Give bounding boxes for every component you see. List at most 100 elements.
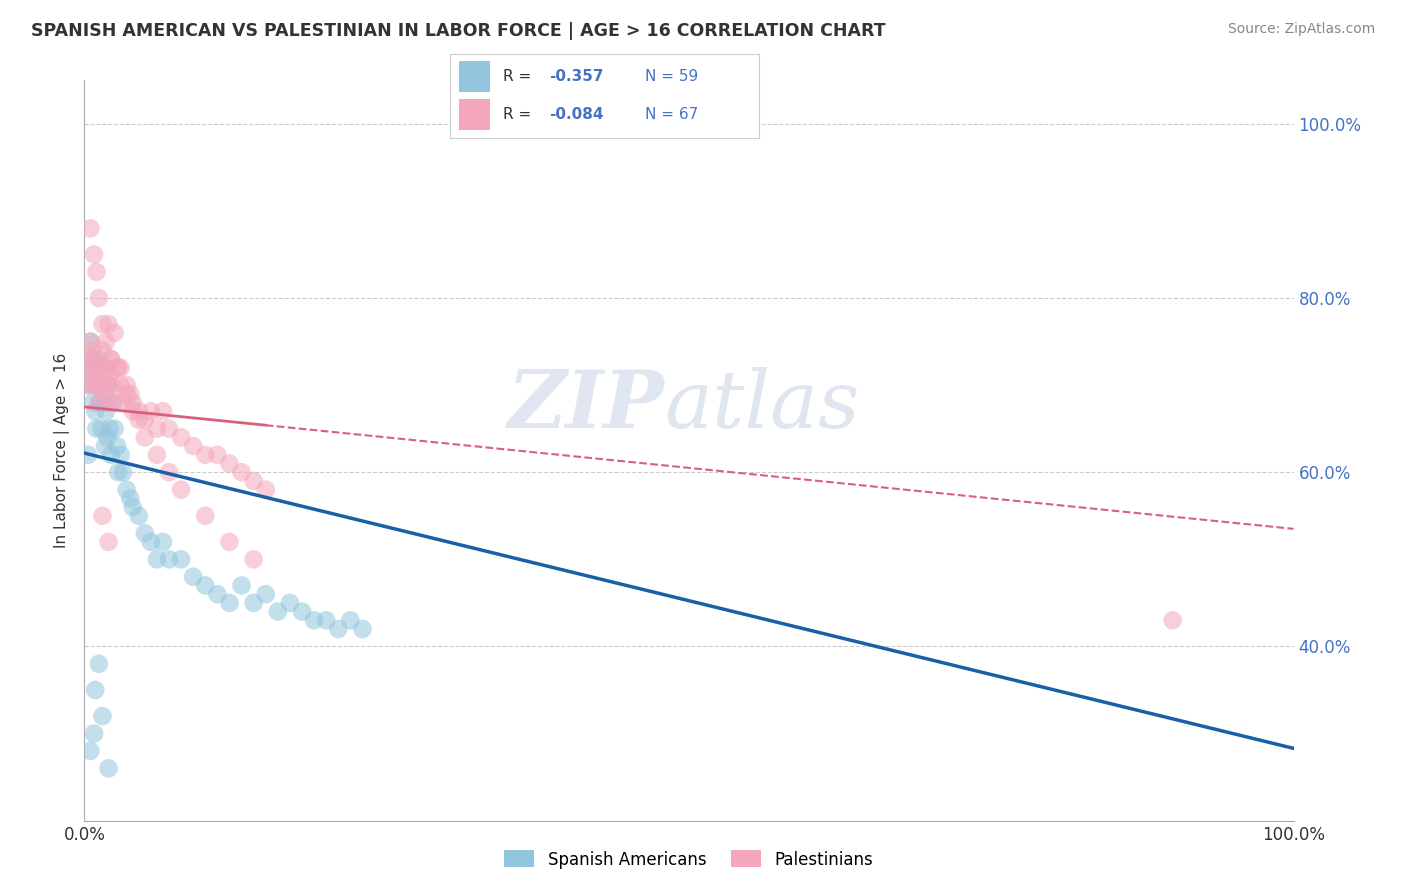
Point [120,491,142,506]
Point [194,448,217,462]
Point [278,596,301,610]
Point [83,378,105,392]
Point [181,439,204,453]
Y-axis label: In Labor Force | Age > 16: In Labor Force | Age > 16 [55,353,70,548]
Point [86,378,108,392]
Point [121,404,143,418]
Point [94,439,117,453]
Point [101,395,124,409]
Point [231,578,253,592]
Point [128,404,150,418]
Point [120,387,142,401]
Point [97,535,120,549]
Point [352,622,374,636]
Point [86,422,108,436]
Point [207,587,229,601]
Point [115,378,138,392]
Point [91,317,114,331]
Point [134,430,156,444]
Point [105,439,128,453]
Point [84,404,107,418]
Point [89,360,111,375]
Point [121,500,143,514]
Legend: Spanish Americans, Palestinians: Spanish Americans, Palestinians [498,844,880,875]
Point [207,448,229,462]
Point [100,448,122,462]
Text: N = 59: N = 59 [645,69,697,84]
Point [89,395,111,409]
Point [157,465,180,479]
Point [339,613,361,627]
Point [98,369,121,384]
Point [82,343,104,358]
Point [97,317,120,331]
Point [302,613,325,627]
Point [93,369,115,384]
Point [90,378,112,392]
Point [115,387,138,401]
Bar [460,62,491,92]
Point [79,744,101,758]
Point [77,378,100,392]
Point [94,387,117,401]
Point [100,351,122,366]
Point [242,474,264,488]
Point [328,622,350,636]
Point [115,483,138,497]
Point [97,395,120,409]
Point [79,334,101,349]
Point [83,247,105,261]
Point [87,657,110,671]
Text: N = 67: N = 67 [645,107,697,122]
Point [84,351,107,366]
Point [157,422,180,436]
Point [80,351,103,366]
Text: Source: ZipAtlas.com: Source: ZipAtlas.com [1227,22,1375,37]
Point [218,596,240,610]
Point [76,360,98,375]
Point [79,334,101,349]
Point [90,422,112,436]
Point [170,430,193,444]
Point [181,570,204,584]
Text: SPANISH AMERICAN VS PALESTINIAN IN LABOR FORCE | AGE > 16 CORRELATION CHART: SPANISH AMERICAN VS PALESTINIAN IN LABOR… [31,22,886,40]
Point [110,378,132,392]
Point [170,483,193,497]
Point [110,448,132,462]
Text: -0.357: -0.357 [548,69,603,84]
Point [98,422,121,436]
Point [146,448,169,462]
Point [104,326,127,340]
Point [94,404,117,418]
Point [139,535,162,549]
Point [104,422,127,436]
Point [194,508,217,523]
Point [128,508,150,523]
Point [94,334,117,349]
Point [84,683,107,698]
Point [146,552,169,566]
Point [267,605,290,619]
Text: R =: R = [502,69,536,84]
Point [101,378,124,392]
Point [86,351,108,366]
Text: R =: R = [502,107,536,122]
Point [218,457,240,471]
Point [83,726,105,740]
Point [134,413,156,427]
Bar [460,99,491,130]
Point [134,526,156,541]
Point [97,378,120,392]
Point [105,360,128,375]
Point [96,430,118,444]
Point [231,465,253,479]
Point [254,587,277,601]
Text: -0.084: -0.084 [548,107,603,122]
Point [157,552,180,566]
Point [107,465,129,479]
Point [291,605,314,619]
Point [112,465,135,479]
Point [82,395,104,409]
Point [91,508,114,523]
Point [315,613,337,627]
